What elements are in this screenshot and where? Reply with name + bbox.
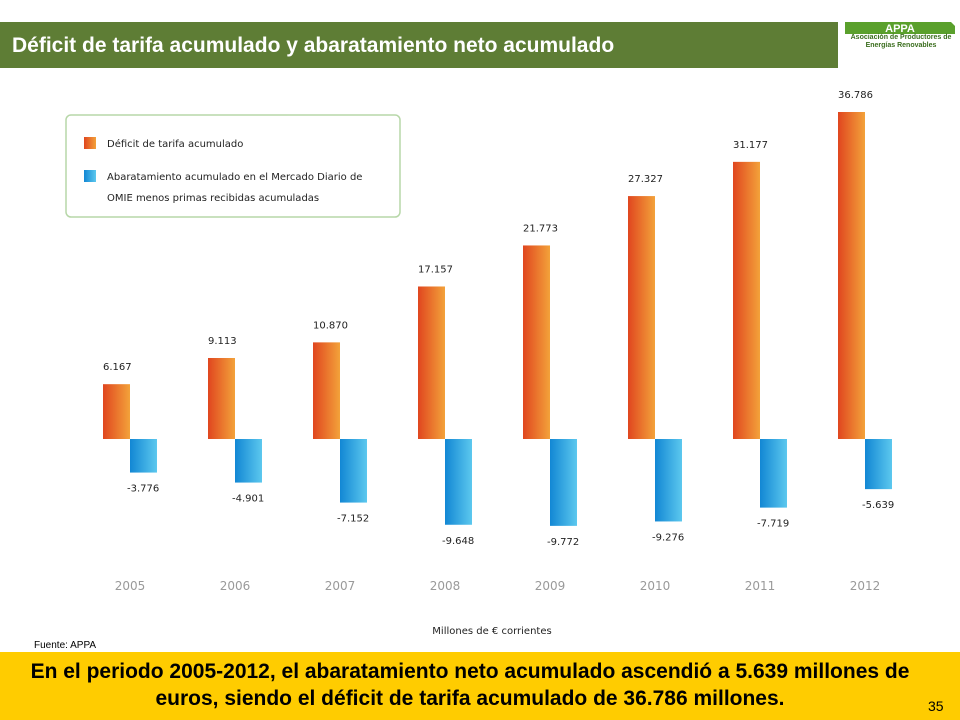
legend-box (65, 114, 401, 218)
title-bar: Déficit de tarifa acumulado y abaratamie… (0, 22, 838, 68)
bar-deficit-2007 (313, 342, 340, 439)
value-label-abaratamiento-2008: -9.648 (442, 536, 474, 547)
bar-deficit-2011 (733, 161, 760, 439)
value-label-deficit-2012: 36.786 (838, 90, 873, 101)
bar-abaratamiento-2007 (340, 439, 367, 503)
value-label-abaratamiento-2006: -4.901 (232, 494, 264, 505)
value-label-deficit-2008: 17.157 (418, 264, 453, 275)
value-label-deficit-2009: 21.773 (523, 223, 558, 234)
chart-legend: Déficit de tarifa acumulado Abaratamiento… (65, 114, 401, 218)
source-note: Fuente: APPA (34, 640, 97, 651)
appa-logo: APPA Asociación de Productores de Energí… (843, 20, 957, 74)
x-tick-2010: 2010 (640, 579, 671, 593)
x-tick-2005: 2005 (115, 579, 146, 593)
page-number: 35 (928, 698, 944, 714)
x-tick-2009: 2009 (535, 579, 566, 593)
bar-abaratamiento-2008 (445, 439, 472, 525)
value-label-deficit-2007: 10.870 (313, 320, 348, 331)
conclusion-banner: En el periodo 2005-2012, el abaratamient… (0, 652, 960, 720)
bar-deficit-2010 (628, 196, 655, 439)
value-label-abaratamiento-2007: -7.152 (337, 514, 369, 525)
bar-abaratamiento-2006 (235, 439, 262, 483)
bar-deficit-2005 (103, 384, 130, 439)
bar-deficit-2008 (418, 286, 445, 439)
value-label-deficit-2006: 9.113 (208, 336, 237, 347)
bar-deficit-2012 (838, 112, 865, 439)
value-label-deficit-2005: 6.167 (103, 362, 132, 373)
bar-abaratamiento-2011 (760, 439, 787, 508)
bar-abaratamiento-2010 (655, 439, 682, 522)
bar-deficit-2006 (208, 357, 235, 439)
x-tick-2008: 2008 (430, 579, 461, 593)
x-tick-2007: 2007 (325, 579, 356, 593)
value-label-abaratamiento-2011: -7.719 (757, 519, 789, 530)
bar-abaratamiento-2012 (865, 439, 892, 490)
labels-group: 6.167 -3.776 9.113 -4.901 10.870 -7.152 17.157… (103, 90, 894, 548)
bars-group (103, 112, 892, 526)
bar-chart: Déficit de tarifa acumulado Abaratamiento… (65, 90, 894, 637)
appa-logo-mark: APPA (845, 22, 955, 35)
bar-deficit-2009 (523, 245, 550, 439)
conclusion-text: En el periodo 2005-2012, el abaratamient… (30, 660, 910, 710)
value-label-deficit-2011: 31.177 (733, 140, 768, 151)
logo-letters: APPA (885, 23, 915, 35)
x-ticks-group: 2005 2006 2007 2008 2009 2010 2011 2012 (115, 579, 881, 593)
legend-swatch-abaratamiento (84, 170, 96, 182)
x-tick-2012: 2012 (850, 579, 881, 593)
legend-swatch-deficit (84, 137, 96, 149)
x-tick-2011: 2011 (745, 579, 776, 593)
slide-title: Déficit de tarifa acumulado y abaratamie… (12, 34, 615, 57)
legend-label-abaratamiento-0: Abaratamiento acumulado en el Mercado Di… (107, 172, 362, 183)
value-label-abaratamiento-2009: -9.772 (547, 537, 579, 548)
value-label-abaratamiento-2012: -5.639 (862, 500, 894, 511)
value-label-abaratamiento-2005: -3.776 (127, 484, 159, 495)
x-axis-title: Millones de € corrientes (432, 626, 551, 637)
legend-label-deficit-0: Déficit de tarifa acumulado (107, 138, 243, 150)
value-label-deficit-2010: 27.327 (628, 174, 663, 185)
bar-abaratamiento-2009 (550, 439, 577, 526)
x-tick-2006: 2006 (220, 579, 251, 593)
logo-subtitle: Asociación de Productores de Energías Re… (850, 34, 952, 49)
value-label-abaratamiento-2010: -9.276 (652, 532, 684, 543)
bar-abaratamiento-2005 (130, 439, 157, 473)
legend-label-abaratamiento-1: OMIE menos primas recibidas acumuladas (107, 193, 319, 204)
